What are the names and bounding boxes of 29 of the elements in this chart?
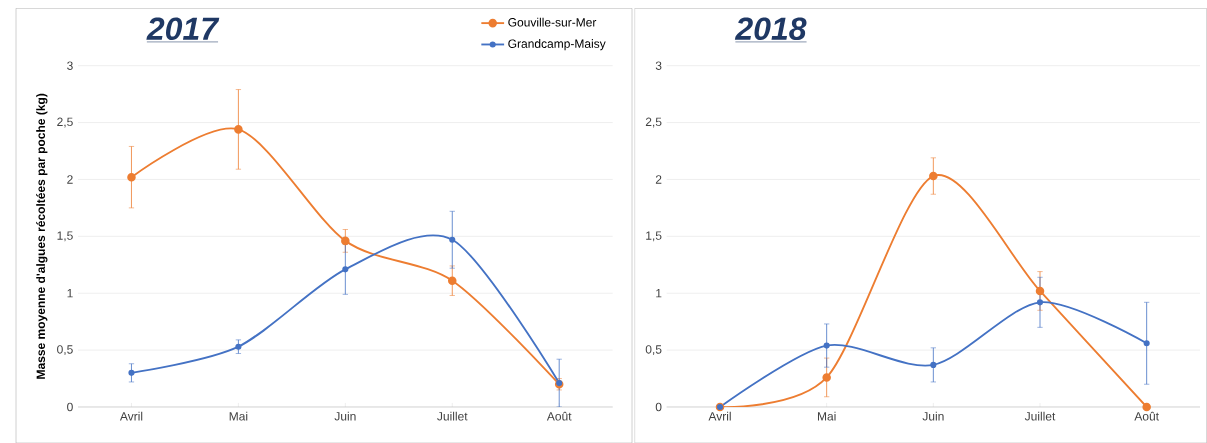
y-tick-label: 0,5 xyxy=(57,345,73,356)
x-tick-label: Août xyxy=(1134,411,1159,421)
y-tick-label: 1 xyxy=(656,289,662,298)
y-tick-label: 2 xyxy=(655,175,662,184)
y-tick-label: 1 xyxy=(67,289,73,298)
x-tick-label: Juillet xyxy=(1024,411,1056,421)
y-axis-title: Masse moyenne d'algues récoltées par poche (kg) xyxy=(36,93,48,379)
y-tick-label: 1,5 xyxy=(57,231,73,242)
chart-title: 2017 xyxy=(146,17,220,41)
y-tick-label: 0 xyxy=(655,402,662,412)
x-tick-label: Juin xyxy=(334,411,356,421)
chart-title: 2018 xyxy=(734,17,807,41)
x-tick-label: Avril xyxy=(119,411,143,421)
x-tick-label: Juillet xyxy=(437,411,468,421)
legend-label: Gouville-sur-Mer xyxy=(508,17,597,27)
y-tick-label: 2,5 xyxy=(57,117,73,128)
y-tick-label: 3 xyxy=(655,61,662,70)
x-tick-label: Juin xyxy=(922,411,944,421)
y-tick-label: 0 xyxy=(67,402,73,412)
x-tick-label: Août xyxy=(546,411,572,421)
x-tick-label: Mai xyxy=(229,411,248,421)
y-tick-label: 1,5 xyxy=(646,231,662,242)
y-tick-label: 2,5 xyxy=(645,117,662,128)
y-tick-label: 3 xyxy=(67,61,73,70)
y-tick-label: 2 xyxy=(67,175,73,184)
x-tick-label: Avril xyxy=(708,411,731,421)
x-tick-label: Mai xyxy=(817,411,836,421)
y-tick-label: 0,5 xyxy=(645,345,662,356)
legend-label: Grandcamp-Maisy xyxy=(508,39,606,51)
